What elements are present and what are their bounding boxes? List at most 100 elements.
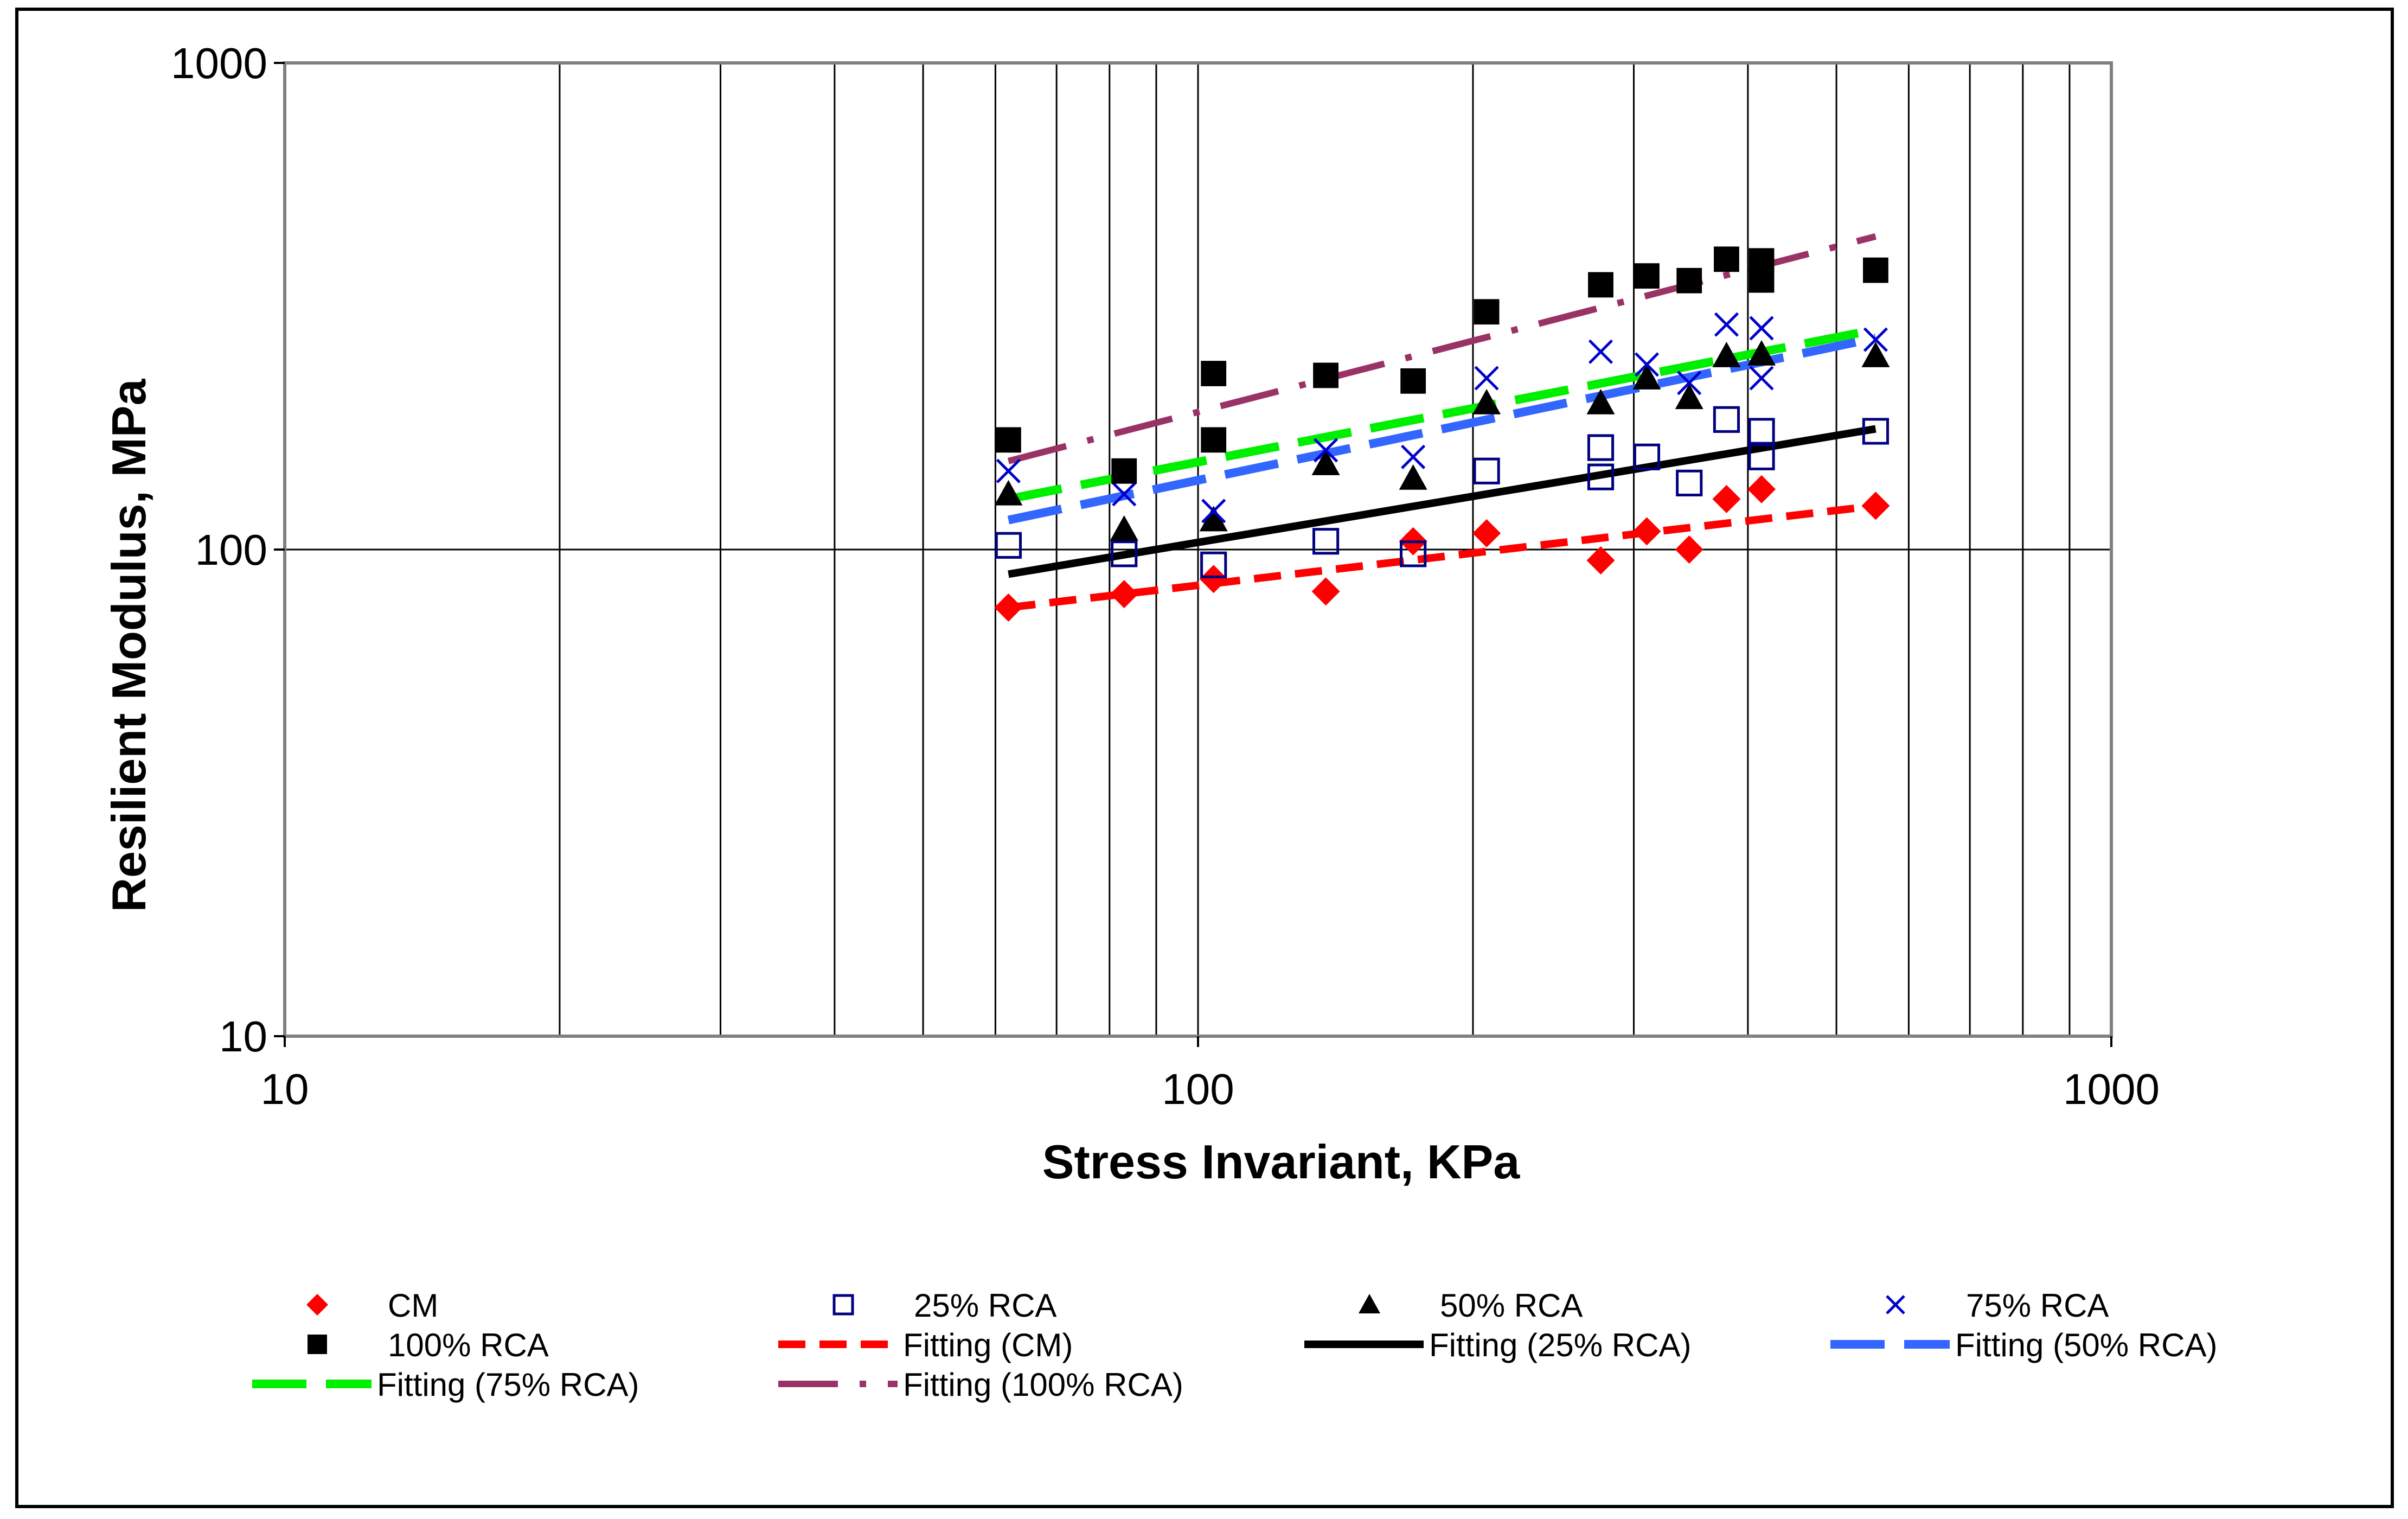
data-point-25-rca: [1713, 406, 1740, 433]
fit-line-fitting-100-rca: [1007, 233, 1877, 464]
data-point-100-rca: [1676, 267, 1702, 293]
legend-marker-cm: [306, 1294, 328, 1316]
x-marker-stroke: [1112, 482, 1137, 507]
x-marker-stroke: [1886, 1295, 1905, 1314]
data-point-75-rca: [1112, 482, 1137, 507]
data-point-50-rca: [1747, 340, 1776, 366]
data-point-cm: [1586, 546, 1615, 575]
x-marker-stroke: [1714, 312, 1739, 337]
data-point-50-rca: [1110, 515, 1138, 541]
x-marker-stroke: [1863, 327, 1888, 352]
data-point-cm: [1747, 475, 1776, 503]
data-point-cm: [1712, 484, 1741, 513]
data-point-100-rca: [995, 427, 1021, 453]
legend-label-fitting-75-rca: Fitting (75% RCA): [377, 1367, 639, 1403]
data-markers: [994, 246, 1890, 622]
x-marker-stroke: [1474, 366, 1499, 391]
data-point-cm: [1632, 517, 1661, 546]
fit-line-fitting-cm: [1008, 502, 1877, 611]
data-point-50-rca: [1399, 464, 1427, 490]
data-point-cm: [994, 593, 1023, 622]
data-point-75-rca: [1634, 352, 1660, 377]
data-point-75-rca: [1863, 327, 1888, 352]
data-point-25-rca: [995, 532, 1022, 559]
data-point-25-rca: [1748, 418, 1775, 445]
grid-lines: [285, 63, 2111, 1036]
data-point-75-rca: [1588, 339, 1613, 364]
data-point-100-rca: [1201, 361, 1227, 386]
data-point-100-rca: [1111, 458, 1137, 484]
data-point-50-rca: [1861, 342, 1890, 367]
axis-ticks: 10 100 1000 10 100 1000: [171, 39, 2160, 1113]
legend-marker-75-rca: [1886, 1295, 1905, 1314]
data-point-75-rca: [1714, 312, 1739, 337]
data-point-25-rca: [1748, 443, 1775, 470]
data-point-50-rca: [994, 480, 1023, 506]
legend-label-cm: CM: [388, 1287, 438, 1324]
x-marker-stroke: [1201, 499, 1226, 524]
data-point-50-rca: [1311, 450, 1340, 475]
data-point-50-rca: [1632, 364, 1661, 390]
x-tick-label: 100: [1162, 1065, 1234, 1113]
data-point-75-rca: [1313, 438, 1339, 463]
legend-marker-50-rca: [1359, 1294, 1380, 1313]
legend-label-fitting-cm: Fitting (CM): [903, 1327, 1073, 1363]
y-tick-label: 1000: [171, 39, 267, 87]
data-point-25-rca: [1587, 463, 1615, 490]
data-point-25-rca: [1862, 418, 1890, 445]
data-point-100-rca: [1588, 272, 1613, 298]
legend-label-75-rca: 75% RCA: [1966, 1287, 2109, 1324]
legend-label-100-rca: 100% RCA: [388, 1327, 549, 1363]
legend-label-fitting-100-rca: Fitting (100% RCA): [903, 1367, 1183, 1403]
data-point-100-rca: [1400, 368, 1426, 394]
fit-line-fitting-25-rca: [1008, 425, 1877, 578]
data-point-100-rca: [1634, 263, 1660, 289]
data-point-75-rca: [1474, 366, 1499, 391]
data-point-50-rca: [1712, 342, 1741, 367]
data-point-75-rca: [996, 458, 1021, 483]
data-point-cm: [1675, 535, 1703, 564]
data-point-75-rca: [1677, 371, 1702, 395]
data-point-100-rca: [1201, 427, 1227, 453]
x-marker-stroke: [1588, 339, 1613, 364]
data-point-75-rca: [1401, 444, 1426, 469]
data-point-cm: [1110, 580, 1138, 609]
x-marker-stroke: [1677, 371, 1702, 395]
data-point-75-rca: [1749, 366, 1774, 391]
x-marker-stroke: [1401, 444, 1426, 469]
data-point-cm: [1861, 492, 1890, 520]
data-point-50-rca: [1472, 388, 1501, 414]
data-point-cm: [1472, 519, 1501, 548]
data-point-25-rca: [1587, 434, 1615, 461]
legend: CM 25% RCA 50% RCA 75% RCA 100% RCA Fitting (…: [252, 1287, 2217, 1403]
data-point-25-rca: [1200, 551, 1227, 578]
data-point-75-rca: [1201, 499, 1226, 524]
x-marker-stroke: [1749, 316, 1774, 341]
x-marker-stroke: [1313, 438, 1339, 463]
legend-marker-100-rca: [308, 1335, 327, 1354]
data-point-100-rca: [1714, 246, 1739, 272]
data-point-25-rca: [1312, 528, 1340, 555]
y-tick-label: 100: [195, 526, 267, 574]
data-point-25-rca: [1111, 540, 1138, 567]
fit-line-fitting-50-rca: [1007, 334, 1877, 525]
data-point-100-rca: [1474, 299, 1500, 325]
fit-line-fitting-75-rca: [1007, 325, 1877, 503]
x-marker-stroke: [1634, 352, 1660, 377]
data-point-25-rca: [1633, 443, 1661, 470]
data-point-25-rca: [1400, 540, 1427, 567]
data-point-75-rca: [1749, 316, 1774, 341]
data-point-cm: [1199, 565, 1228, 593]
x-tick-label: 10: [261, 1065, 309, 1113]
x-marker-stroke: [996, 458, 1021, 483]
fitting-lines: [1007, 233, 1877, 611]
data-point-100-rca: [1749, 267, 1775, 293]
legend-label-50-rca: 50% RCA: [1440, 1287, 1583, 1324]
x-marker-stroke: [1749, 366, 1774, 391]
x-tick-label: 1000: [2063, 1065, 2160, 1113]
y-tick-label: 10: [219, 1012, 267, 1061]
legend-label-fitting-50-rca: Fitting (50% RCA): [1955, 1327, 2217, 1363]
data-point-50-rca: [1199, 506, 1228, 532]
data-point-50-rca: [1586, 388, 1615, 414]
